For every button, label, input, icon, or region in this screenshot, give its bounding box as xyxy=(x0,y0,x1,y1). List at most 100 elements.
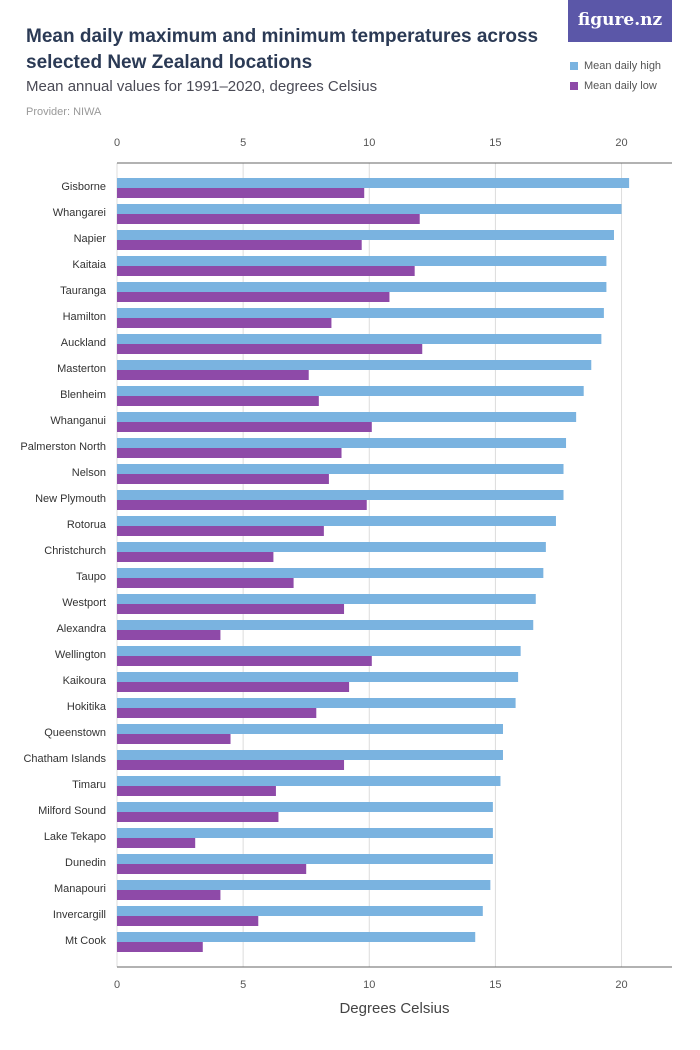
bar-high-17 xyxy=(117,620,534,630)
category-label-14: Christchurch xyxy=(44,545,106,557)
legend-label-low: Mean daily low xyxy=(584,80,657,92)
category-label-13: Rotorua xyxy=(67,519,107,531)
category-label-29: Mt Cook xyxy=(65,935,106,947)
figure-nz-logo[interactable]: figure.nz xyxy=(568,0,672,42)
bar-high-25 xyxy=(117,828,493,838)
bar-high-19 xyxy=(117,672,519,682)
bar-low-2 xyxy=(117,240,362,250)
legend-item-low: Mean daily low xyxy=(570,76,661,96)
bar-high-12 xyxy=(117,490,564,500)
category-label-8: Blenheim xyxy=(60,389,106,401)
bottom-tick-label-5: 5 xyxy=(240,979,246,991)
bar-low-9 xyxy=(117,422,372,432)
category-label-17: Alexandra xyxy=(56,623,106,635)
category-label-18: Wellington xyxy=(55,649,106,661)
bar-high-7 xyxy=(117,360,592,370)
bar-high-16 xyxy=(117,594,536,604)
top-tick-label-15: 15 xyxy=(489,137,501,149)
bar-low-21 xyxy=(117,734,231,744)
bar-low-18 xyxy=(117,656,372,666)
category-label-1: Whangarei xyxy=(53,207,106,219)
bar-high-9 xyxy=(117,412,577,422)
bar-low-23 xyxy=(117,786,276,796)
bar-low-7 xyxy=(117,370,309,380)
legend: Mean daily high Mean daily low xyxy=(570,56,661,96)
bar-high-18 xyxy=(117,646,521,656)
category-label-22: Chatham Islands xyxy=(23,753,106,765)
bar-high-20 xyxy=(117,698,516,708)
category-label-2: Napier xyxy=(74,233,107,245)
bar-low-3 xyxy=(117,266,415,276)
chart-title: Mean daily maximum and minimum temperatu… xyxy=(26,26,539,73)
chart-subtitle: Mean annual values for 1991–2020, degree… xyxy=(26,78,378,95)
category-label-27: Manapouri xyxy=(54,883,106,895)
category-label-10: Palmerston North xyxy=(20,441,106,453)
category-label-4: Tauranga xyxy=(60,285,107,297)
bar-high-13 xyxy=(117,516,556,526)
category-label-7: Masterton xyxy=(57,363,106,375)
bar-low-12 xyxy=(117,500,367,510)
bar-low-27 xyxy=(117,890,221,900)
legend-swatch-low xyxy=(570,82,578,90)
category-label-20: Hokitika xyxy=(67,701,107,713)
top-tick-label-0: 0 xyxy=(114,137,120,149)
category-label-11: Nelson xyxy=(72,467,106,479)
bar-high-5 xyxy=(117,308,604,318)
bar-low-20 xyxy=(117,708,317,718)
top-tick-label-10: 10 xyxy=(363,137,375,149)
bar-low-17 xyxy=(117,630,221,640)
category-label-3: Kaitaia xyxy=(72,259,107,271)
bar-low-26 xyxy=(117,864,307,874)
bar-low-6 xyxy=(117,344,423,354)
bar-high-6 xyxy=(117,334,602,344)
category-label-5: Hamilton xyxy=(63,311,106,323)
category-label-23: Timaru xyxy=(72,779,106,791)
bar-high-14 xyxy=(117,542,546,552)
bar-low-15 xyxy=(117,578,294,588)
bar-low-8 xyxy=(117,396,319,406)
provider-label: Provider: NIWA xyxy=(26,106,102,118)
category-label-6: Auckland xyxy=(61,337,106,349)
bar-low-0 xyxy=(117,188,365,198)
legend-swatch-high xyxy=(570,62,578,70)
bar-low-28 xyxy=(117,916,259,926)
category-label-28: Invercargill xyxy=(53,909,106,921)
bottom-tick-label-0: 0 xyxy=(114,979,120,991)
bar-high-22 xyxy=(117,750,503,760)
top-tick-label-5: 5 xyxy=(240,137,246,149)
category-label-12: New Plymouth xyxy=(35,493,106,505)
bar-high-2 xyxy=(117,230,614,240)
bar-low-29 xyxy=(117,942,203,952)
bar-low-14 xyxy=(117,552,274,562)
category-label-25: Lake Tekapo xyxy=(44,831,106,843)
bar-low-10 xyxy=(117,448,342,458)
bar-low-16 xyxy=(117,604,345,614)
bar-low-25 xyxy=(117,838,196,848)
bar-high-1 xyxy=(117,204,622,214)
bar-high-27 xyxy=(117,880,491,890)
bar-low-24 xyxy=(117,812,279,822)
category-label-0: Gisborne xyxy=(61,181,106,193)
bottom-tick-label-15: 15 xyxy=(489,979,501,991)
bar-low-11 xyxy=(117,474,329,484)
bar-high-23 xyxy=(117,776,501,786)
bar-high-8 xyxy=(117,386,584,396)
bar-high-26 xyxy=(117,854,493,864)
bar-high-15 xyxy=(117,568,544,578)
category-label-15: Taupo xyxy=(76,571,106,583)
x-axis-label: Degrees Celsius xyxy=(339,1000,449,1017)
bar-low-19 xyxy=(117,682,350,692)
bar-high-10 xyxy=(117,438,567,448)
bar-low-4 xyxy=(117,292,390,302)
bar-low-22 xyxy=(117,760,345,770)
legend-label-high: Mean daily high xyxy=(584,60,662,72)
top-tick-label-20: 20 xyxy=(615,137,627,149)
bar-high-3 xyxy=(117,256,607,266)
legend-item-high: Mean daily high xyxy=(570,56,661,76)
bar-high-4 xyxy=(117,282,607,292)
bar-high-24 xyxy=(117,802,493,812)
bar-low-5 xyxy=(117,318,332,328)
category-label-21: Queenstown xyxy=(44,727,106,739)
category-label-24: Milford Sound xyxy=(38,805,106,817)
